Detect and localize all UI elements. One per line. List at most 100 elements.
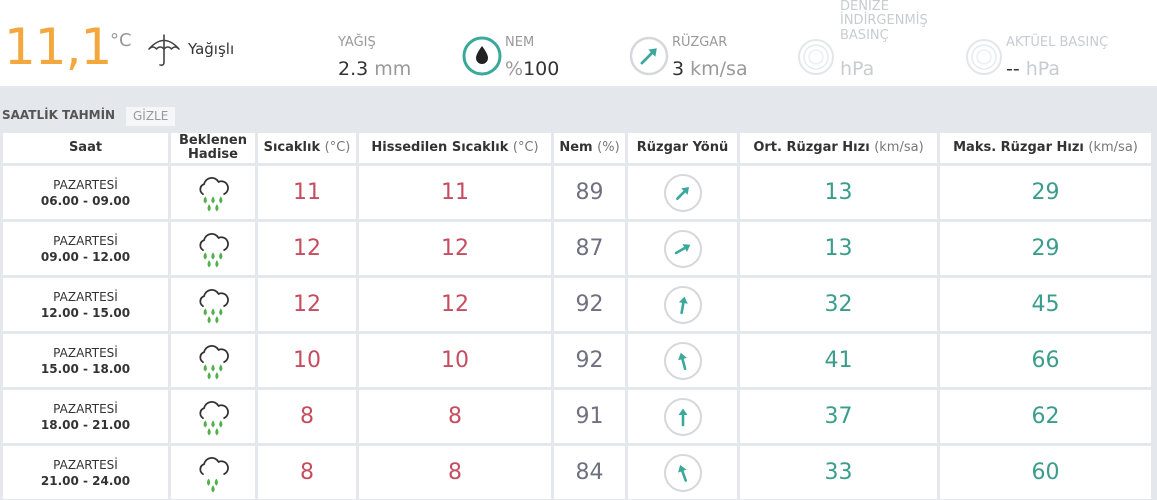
humidity-value: %100: [505, 58, 560, 80]
humidity-value: 92: [575, 348, 604, 373]
avg-wind-value: 33: [824, 460, 853, 485]
max-wind-cell: 60: [940, 446, 1151, 499]
wind-dir-badge: [663, 397, 702, 436]
avg-wind-cell: 41: [740, 334, 937, 387]
event-cell: [171, 390, 255, 443]
day-label: PAZARTESİ: [53, 345, 118, 360]
hours-label: 09.00 - 12.00: [40, 249, 131, 264]
humidity-cell: 92: [554, 278, 625, 331]
table-header-row: Saat Beklenen Hadise Sıcaklık (°C) Hisse…: [3, 133, 1151, 163]
actual-pressure-value: -- hPa: [1006, 58, 1061, 80]
avg-wind-value: 32: [824, 292, 853, 317]
hourly-table-wrap: Saat Beklenen Hadise Sıcaklık (°C) Hisse…: [0, 126, 1157, 500]
sea-pressure-value: hPa: [840, 58, 875, 80]
wind-arrow-icon: [674, 243, 690, 254]
wind-dir-badge: [663, 341, 702, 380]
col-time: Saat: [3, 133, 168, 163]
section-bar: [0, 86, 1157, 126]
rain-cloud-icon: [199, 176, 229, 211]
event-cell: [171, 334, 255, 387]
time-cell: PAZARTESİ 12.00 - 15.00: [3, 278, 168, 331]
event-cell: [171, 166, 255, 219]
wind-arrow-icon: [678, 408, 687, 426]
time-cell: PAZARTESİ 21.00 - 24.00: [3, 446, 168, 499]
wind-value: 3 km/sa: [672, 58, 748, 80]
wind-dir-cell: [628, 390, 737, 443]
temp-cell: 12: [258, 278, 356, 331]
precip-label: YAĞIŞ: [338, 35, 376, 50]
feels-value: 11: [441, 180, 469, 205]
time-cell: PAZARTESİ 06.00 - 09.00: [3, 166, 168, 219]
max-wind-cell: 29: [940, 222, 1151, 275]
col-avg-wind: Ort. Rüzgar Hızı (km/sa): [740, 133, 937, 163]
avg-wind-cell: 13: [740, 222, 937, 275]
max-wind-value: 66: [1031, 348, 1060, 373]
hide-toggle-button[interactable]: GİZLE: [126, 107, 176, 126]
rain-cloud-icon: [199, 344, 229, 379]
table-row: PAZARTESİ 09.00 - 12.00 12 12 87 13 29: [3, 222, 1151, 275]
temp-value: 10: [293, 348, 321, 373]
col-temp: Sıcaklık (°C): [258, 133, 356, 163]
sea-pressure-label: DENİZE İNDİRGENMİŞ BASINÇ: [840, 0, 928, 43]
day-label: PAZARTESİ: [53, 289, 118, 304]
time-cell: PAZARTESİ 18.00 - 21.00: [3, 390, 168, 443]
temp-value: 12: [293, 292, 321, 317]
wind-arrow-icon: [675, 186, 689, 200]
wind-arrow-icon: [677, 464, 687, 482]
precip-value: 2.3 mm: [338, 58, 412, 80]
feels-cell: 8: [359, 390, 551, 443]
avg-wind-cell: 32: [740, 278, 937, 331]
temp-value: 8: [300, 404, 314, 429]
umbrella-icon: [148, 34, 180, 66]
humidity-value: 84: [575, 460, 604, 485]
day-label: PAZARTESİ: [53, 457, 118, 472]
wind-dir-badge: [663, 453, 702, 492]
wind-dir-cell: [628, 166, 737, 219]
table-row: PAZARTESİ 15.00 - 18.00 10 10 92 41 66: [3, 334, 1151, 387]
avg-wind-cell: 37: [740, 390, 937, 443]
time-cell: PAZARTESİ 09.00 - 12.00: [3, 222, 168, 275]
feels-cell: 12: [359, 222, 551, 275]
rain-cloud-icon: [199, 232, 229, 267]
wind-dir-badge: [663, 285, 702, 324]
feels-cell: 10: [359, 334, 551, 387]
feels-value: 12: [441, 236, 469, 261]
max-wind-value: 29: [1031, 236, 1060, 261]
temp-cell: 10: [258, 334, 356, 387]
wind-dir-cell: [628, 278, 737, 331]
rain-cloud-icon: [199, 288, 229, 323]
wind-arrow-icon: [678, 296, 688, 314]
hours-label: 12.00 - 15.00: [40, 305, 131, 320]
event-cell: [171, 446, 255, 499]
feels-value: 8: [448, 460, 462, 485]
pressure-gauge-icon: [798, 39, 834, 75]
avg-wind-value: 13: [824, 236, 853, 261]
humidity-value: 92: [575, 292, 604, 317]
sea-pressure-metric: DENİZE İNDİRGENMİŞ BASINÇ hPa: [796, 0, 946, 86]
humidity-cell: 91: [554, 390, 625, 443]
current-conditions: 11,1 °C Yağışlı YAĞIŞ 2.3 mm NEM %100: [0, 0, 1157, 86]
max-wind-value: 62: [1031, 404, 1060, 429]
temp-cell: 11: [258, 166, 356, 219]
time-cell: PAZARTESİ 15.00 - 18.00: [3, 334, 168, 387]
actual-pressure-label: AKTÜEL BASINÇ: [1006, 35, 1109, 50]
feels-cell: 11: [359, 166, 551, 219]
current-temperature: 11,1: [4, 18, 112, 76]
table-row: PAZARTESİ 06.00 - 09.00 11 11 89 13 29: [3, 166, 1151, 219]
condition-label: Yağışlı: [188, 40, 235, 58]
temperature-unit: °C: [110, 30, 132, 51]
wind-dir-badge: [663, 173, 702, 212]
wind-dir-cell: [628, 446, 737, 499]
temp-cell: 12: [258, 222, 356, 275]
max-wind-cell: 29: [940, 166, 1151, 219]
hours-label: 06.00 - 09.00: [40, 193, 131, 208]
max-wind-value: 29: [1031, 180, 1060, 205]
avg-wind-value: 37: [824, 404, 853, 429]
shower-cloud-icon: [199, 456, 229, 492]
humidity-value: 89: [575, 180, 604, 205]
wind-dir-badge: [663, 229, 702, 268]
table-body: PAZARTESİ 06.00 - 09.00 11 11 89 13 29 PAZARTES…: [3, 166, 1151, 499]
avg-wind-value: 13: [824, 180, 853, 205]
feels-cell: 12: [359, 278, 551, 331]
